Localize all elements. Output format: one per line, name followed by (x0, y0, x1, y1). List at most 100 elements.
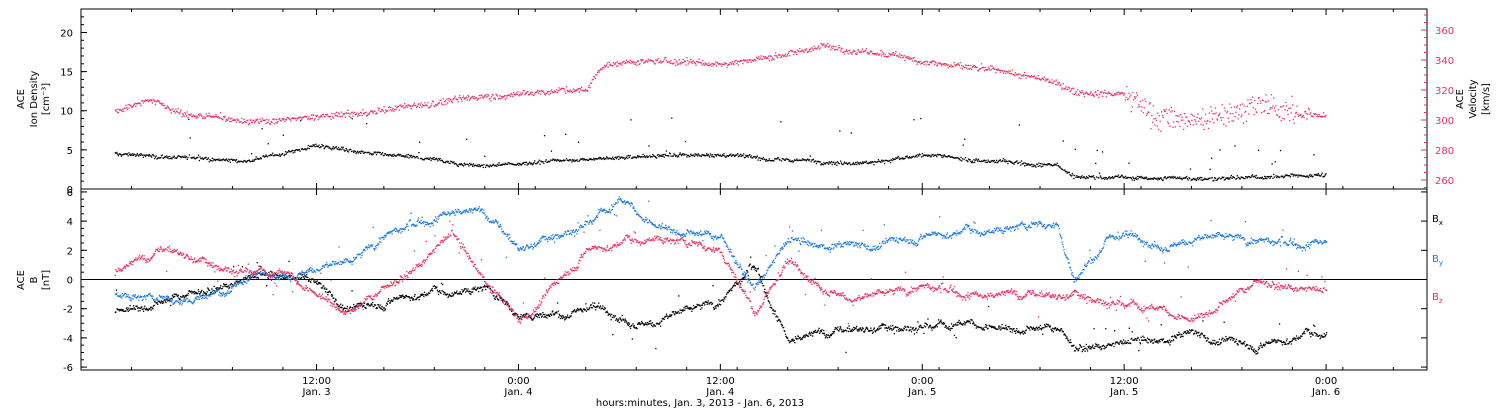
Bx-point (545, 314, 547, 316)
density-point (1019, 161, 1021, 163)
Bx-point (965, 321, 967, 323)
velocity-point (921, 62, 923, 64)
velocity-point (956, 64, 958, 66)
Bx-point (555, 312, 557, 314)
density-point (678, 153, 680, 156)
density-point (171, 158, 173, 160)
density-point (435, 157, 437, 159)
velocity-point (289, 118, 291, 121)
density-point (890, 159, 892, 161)
Bx-point (1039, 324, 1042, 327)
Bx-point (1044, 325, 1046, 327)
velocity-point (991, 65, 993, 68)
Bx-point (459, 293, 461, 295)
density-point (486, 164, 488, 166)
density-point (869, 162, 871, 164)
velocity-point (1192, 114, 1194, 116)
velocity-point (930, 62, 933, 64)
velocity-point (1310, 115, 1313, 117)
Bx-point (773, 310, 775, 312)
velocity-point (812, 48, 814, 50)
density-point (366, 123, 368, 125)
velocity-point (752, 60, 754, 62)
density-point (178, 155, 180, 157)
density-point (611, 158, 613, 160)
density-point (485, 164, 487, 167)
density-point (793, 160, 795, 163)
velocity-point (653, 62, 655, 65)
Bx-point (864, 330, 866, 332)
density-point (644, 156, 646, 159)
velocity-point (857, 49, 859, 51)
velocity-point (673, 62, 675, 64)
velocity-point (880, 50, 882, 52)
velocity-point (663, 58, 665, 60)
density-point (996, 162, 998, 164)
Bx-point (893, 327, 895, 329)
density-point (1070, 174, 1072, 176)
velocity-point (626, 62, 628, 64)
velocity-point (193, 115, 195, 117)
density-point (1189, 177, 1191, 180)
Bx-point (125, 310, 127, 312)
Bx-point (759, 277, 761, 279)
density-point (770, 160, 772, 162)
density-point (313, 145, 315, 147)
velocity-point (325, 114, 327, 116)
velocity-point (561, 87, 563, 89)
velocity-point (826, 45, 828, 48)
density-point (1295, 174, 1298, 176)
density-point (606, 157, 609, 159)
velocity-point (278, 118, 281, 120)
velocity-point (1224, 110, 1226, 112)
density-point (1130, 177, 1132, 179)
Bx-point (470, 293, 472, 295)
density-point (189, 137, 191, 139)
density-point (1092, 175, 1095, 177)
velocity-point (610, 65, 612, 67)
Bx-point (632, 326, 635, 328)
velocity-point (1257, 97, 1260, 99)
Bx-point (184, 296, 186, 298)
density-point (852, 162, 855, 164)
density-point (352, 150, 354, 152)
velocity-point (568, 90, 570, 92)
density-point (967, 158, 970, 160)
Bx-point (813, 330, 815, 332)
velocity-point (165, 107, 167, 109)
velocity-point (458, 97, 460, 99)
Bx-point (579, 307, 582, 310)
density-point (1318, 174, 1320, 176)
Bx-point (559, 317, 562, 320)
Bx-point (807, 335, 810, 337)
velocity-point (217, 115, 219, 118)
density-point (691, 154, 693, 156)
velocity-point (1239, 104, 1241, 106)
velocity-point (1215, 112, 1217, 114)
velocity-point (203, 115, 205, 118)
Bx-point (271, 272, 273, 274)
Bx-point (160, 300, 162, 302)
Bx-point (900, 328, 903, 330)
density-point (381, 152, 384, 154)
density-point (431, 157, 434, 159)
Bx-point (1014, 330, 1016, 332)
density-point (1059, 166, 1061, 168)
density-point (446, 160, 448, 162)
density-point (270, 154, 272, 156)
velocity-point (612, 62, 615, 64)
velocity-point (674, 58, 676, 61)
density-point (911, 156, 913, 158)
velocity-point (949, 65, 952, 67)
Bx-point (710, 301, 712, 304)
density-point (316, 145, 319, 147)
velocity-point (919, 60, 921, 62)
Bx-point (405, 294, 407, 297)
density-point (1064, 170, 1067, 173)
density-point (609, 158, 612, 160)
Bx-point (138, 307, 141, 309)
velocity-point (641, 59, 643, 61)
Bx-point (985, 324, 987, 326)
velocity-point (912, 57, 914, 59)
velocity-point (259, 118, 261, 120)
